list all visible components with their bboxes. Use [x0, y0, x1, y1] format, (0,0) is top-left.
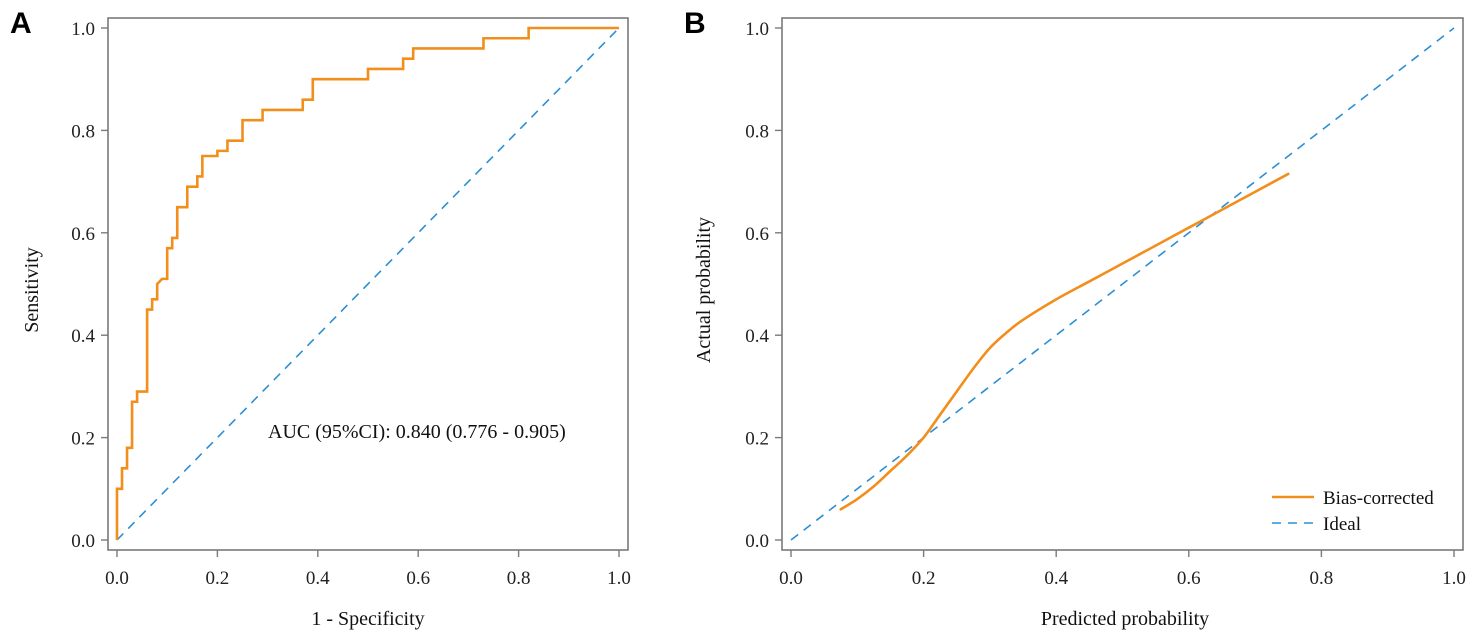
- panel-a-frame: [107, 17, 629, 551]
- panel-a-x-tick-label: 0.4: [306, 568, 330, 589]
- panel-a-y-tick-label: 1.0: [71, 19, 95, 40]
- legend-ideal-label: Ideal: [1323, 514, 1361, 535]
- panel-b-y-tick-label: 0.0: [745, 531, 769, 552]
- panel-b-x-tick-label: 0.6: [1177, 568, 1201, 589]
- panel-a-y-tick-labels: 0.0 0.2 0.4 0.6 0.8 1.0: [71, 19, 95, 552]
- panel-a-y-tick-label: 0.2: [71, 429, 95, 450]
- panel-b-x-tick-label: 0.0: [779, 568, 803, 589]
- panel-b-letter: B: [684, 7, 706, 40]
- panel-b-x-tick-label: 0.2: [912, 568, 936, 589]
- panel-b-ideal-line: [790, 27, 1455, 541]
- panel-b-bias-corrected-curve: [839, 172, 1290, 511]
- panel-b-x-tick-label: 1.0: [1442, 568, 1466, 589]
- panel-a-x-tick-label: 0.2: [206, 568, 230, 589]
- panel-a-x-tick-label: 0.6: [406, 568, 430, 589]
- panel-a-y-axis-title: Sensitivity: [21, 247, 43, 333]
- panel-a-auc-annotation: AUC (95%CI): 0.840 (0.776 - 0.905): [268, 421, 566, 443]
- panel-a-x-tick-label: 0.0: [105, 568, 129, 589]
- panel-b-x-tick-labels: 0.0 0.2 0.4 0.6 0.8 1.0: [779, 568, 1466, 589]
- panel-b-x-tick-label: 0.4: [1044, 568, 1068, 589]
- panel-b-legend: Bias-corrected Ideal: [1272, 488, 1434, 535]
- panel-b-y-axis-title: Actual probability: [693, 217, 715, 363]
- panel-b-y-tick-label: 0.2: [745, 429, 769, 450]
- panel-b-y-tick-label: 0.4: [745, 326, 769, 347]
- panel-a-reference-line: [116, 27, 620, 541]
- panel-a-roc-curve: [115, 26, 619, 540]
- panel-b-y-tick-label: 0.6: [745, 224, 769, 245]
- panel-a: A 0.0 0.2 0.4 0.6 0.8 1.0 0.0 0.2 0.4 0.…: [10, 7, 631, 630]
- panel-a-x-tick-label: 0.8: [507, 568, 531, 589]
- panel-a-y-tick-label: 0.8: [71, 121, 95, 142]
- panel-a-ticks: [101, 27, 620, 557]
- panel-b-x-tick-label: 0.8: [1310, 568, 1334, 589]
- legend-bias-corrected-label: Bias-corrected: [1323, 488, 1434, 509]
- panel-a-y-tick-label: 0.4: [71, 326, 95, 347]
- panel-b-y-tick-label: 0.8: [745, 121, 769, 142]
- panel-a-x-tick-label: 1.0: [607, 568, 631, 589]
- panel-b: B 0.0 0.2 0.4 0.6 0.8 1.0 0.0 0.2 0.4 0.…: [684, 7, 1466, 630]
- panel-b-x-axis-title: Predicted probability: [1041, 608, 1209, 630]
- panel-b-y-tick-labels: 0.0 0.2 0.4 0.6 0.8 1.0: [745, 19, 769, 552]
- panel-b-y-tick-label: 1.0: [745, 19, 769, 40]
- panel-a-y-tick-label: 0.6: [71, 224, 95, 245]
- panel-a-x-axis-title: 1 - Specificity: [311, 608, 424, 630]
- panel-a-y-tick-label: 0.0: [71, 531, 95, 552]
- panel-b-ticks: [775, 27, 1455, 557]
- panel-b-frame: [781, 17, 1464, 551]
- panel-a-letter: A: [10, 7, 32, 40]
- panel-a-x-tick-labels: 0.0 0.2 0.4 0.6 0.8 1.0: [105, 568, 631, 589]
